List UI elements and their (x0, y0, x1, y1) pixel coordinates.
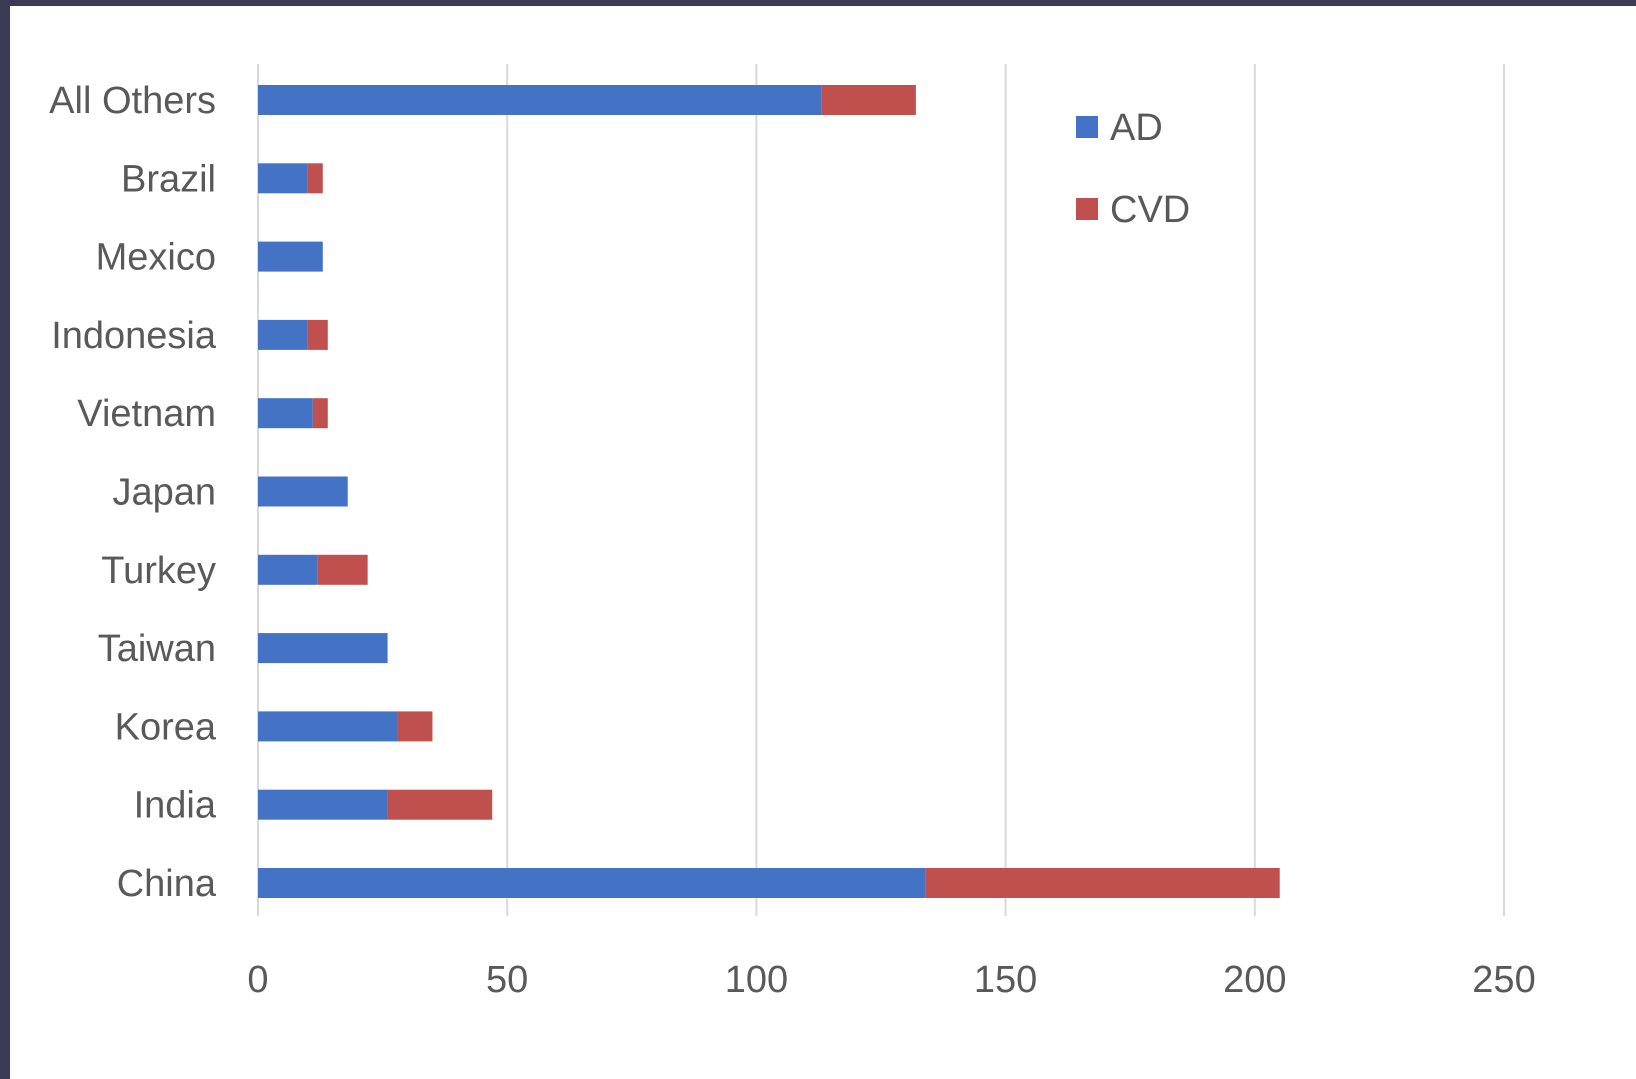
gridlines (257, 64, 1505, 916)
legend-swatch-cvd (1076, 198, 1098, 220)
x-tick-label-0: 0 (247, 959, 268, 1001)
category-label-china: China (117, 863, 217, 905)
tick-labels: 0 50 100 150 200 250 (247, 959, 1535, 1001)
bar-ad-japan (258, 476, 348, 507)
category-label-korea: Korea (115, 706, 217, 748)
stacked-bar-chart: All Others Brazil Mexico Indonesia Vietnam Ja… (49, 64, 1536, 1001)
bar-ad-india (258, 789, 388, 820)
bar-ad-all-others (258, 85, 822, 115)
bar-cvd-brazil (307, 163, 323, 194)
category-label-turkey: Turkey (101, 550, 216, 592)
legend-label-cvd: CVD (1110, 189, 1190, 231)
category-label-indonesia: Indonesia (51, 315, 217, 357)
bar-cvd-india (387, 789, 493, 820)
category-labels: All Others Brazil Mexico Indonesia Vietnam Ja… (49, 80, 217, 905)
bar-ad-korea (258, 711, 398, 742)
x-tick-label-200: 200 (1223, 959, 1286, 1001)
bar-ad-vietnam (258, 398, 313, 429)
category-label-mexico: Mexico (96, 237, 216, 279)
bar-cvd-all-others (821, 85, 916, 115)
category-label-all-others: All Others (49, 80, 216, 122)
bar-cvd-turkey (317, 554, 368, 585)
bar-ad-taiwan (258, 633, 388, 664)
x-tick-label-250: 250 (1472, 959, 1535, 1001)
bar-cvd-indonesia (307, 319, 328, 350)
category-label-india: India (134, 785, 217, 827)
bar-cvd-vietnam (312, 398, 328, 429)
bar-cvd-china (925, 868, 1280, 898)
x-tick-label-150: 150 (974, 959, 1037, 1001)
x-tick-label-50: 50 (486, 959, 528, 1001)
bar-ad-china (258, 868, 926, 898)
legend-label-ad: AD (1110, 107, 1163, 149)
legend-swatch-ad (1076, 116, 1098, 138)
category-label-brazil: Brazil (121, 158, 216, 200)
category-label-taiwan: Taiwan (98, 628, 216, 670)
bar-ad-brazil (258, 163, 308, 194)
x-tick-label-100: 100 (725, 959, 788, 1001)
bar-ad-turkey (258, 554, 318, 585)
bar-ad-indonesia (258, 319, 308, 350)
category-label-japan: Japan (112, 472, 216, 514)
legend: AD CVD (1076, 107, 1190, 231)
bars (258, 85, 1280, 898)
category-label-vietnam: Vietnam (77, 393, 216, 435)
bar-ad-mexico (258, 241, 323, 272)
bar-cvd-korea (397, 711, 433, 742)
